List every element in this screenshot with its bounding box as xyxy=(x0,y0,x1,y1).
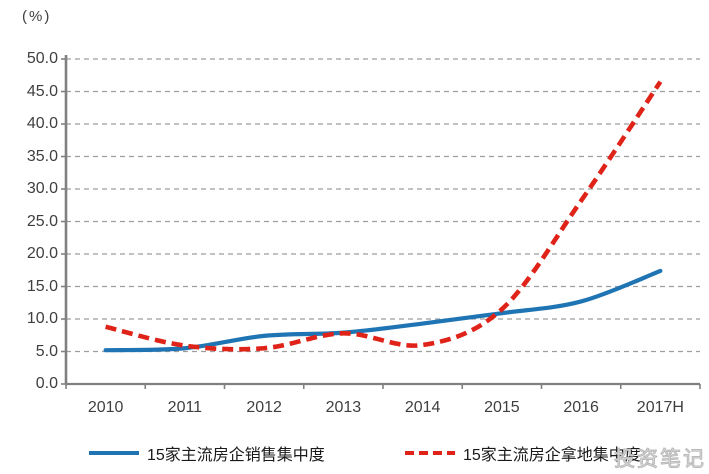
y-tick-label: 35.0 xyxy=(26,147,58,165)
x-tick-label: 2017H xyxy=(636,399,684,416)
y-tick-label: 15.0 xyxy=(26,277,58,295)
legend-item-land-concentration: 15家主流房企拿地集中度 xyxy=(404,441,641,465)
y-tick-label: 10.0 xyxy=(26,310,58,327)
x-tick-label: 2011 xyxy=(167,399,203,416)
x-tick-label: 2012 xyxy=(246,399,282,416)
legend-label-land-concentration: 15家主流房企拿地集中度 xyxy=(463,447,641,464)
x-tick-label: 2015 xyxy=(484,399,520,416)
x-tick-label: 2013 xyxy=(325,399,362,416)
watermark-text: 投资笔记 xyxy=(614,448,706,472)
y-tick-label: 5.0 xyxy=(35,342,58,360)
y-tick-label: 45.0 xyxy=(26,82,58,100)
x-tick-label: 2014 xyxy=(404,399,441,416)
series-line-1 xyxy=(105,80,663,352)
legend-label-sales-concentration: 15家主流房企销售集中度 xyxy=(147,447,325,464)
y-tick-label: 25.0 xyxy=(26,212,58,230)
y-tick-label: 40.0 xyxy=(26,115,58,132)
y-tick-label: 50.0 xyxy=(26,50,58,67)
x-tick-label: 2010 xyxy=(87,399,124,416)
y-tick-label: 20.0 xyxy=(26,245,58,262)
legend-line-dashed-red xyxy=(405,451,455,455)
y-tick-label: 30.0 xyxy=(26,180,58,197)
y-axis-unit-label: (%) xyxy=(22,8,52,25)
legend-item-sales-concentration: 15家主流房企销售集中度 xyxy=(88,441,325,465)
y-tick-label: 0.0 xyxy=(35,375,58,392)
x-tick-label: 2016 xyxy=(563,399,599,416)
legend-line-solid-blue xyxy=(89,451,139,455)
